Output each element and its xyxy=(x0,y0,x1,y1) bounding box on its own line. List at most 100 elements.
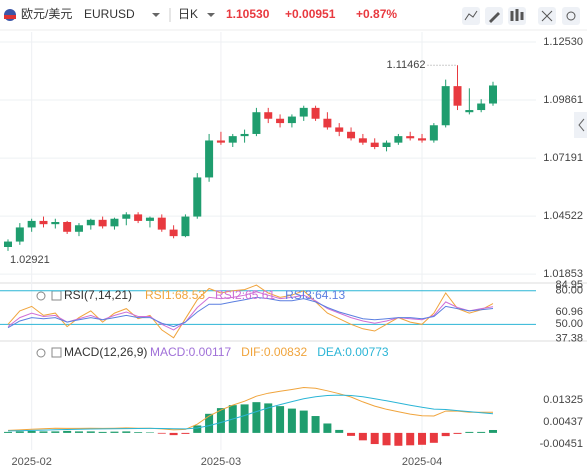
y-tick-label: 1.12530 xyxy=(543,36,583,48)
macd-bar xyxy=(465,431,474,433)
macd-bar xyxy=(63,430,72,433)
macd-bar xyxy=(252,402,261,433)
collapse-button[interactable] xyxy=(574,112,587,138)
y-tick-label: 0.00437 xyxy=(543,416,583,428)
candle-body xyxy=(370,142,379,147)
candle-body xyxy=(63,222,72,232)
y-tick-label: 60.96 xyxy=(555,306,583,318)
settings-button[interactable] xyxy=(562,7,580,25)
y-tick-label: 80.00 xyxy=(555,285,583,297)
candle-body xyxy=(382,142,391,147)
macd-bar xyxy=(98,431,107,433)
macd-bar xyxy=(335,429,344,433)
candle-body xyxy=(406,136,415,139)
indicator-title: RSI(7,14,21) xyxy=(64,288,132,302)
candle-body xyxy=(418,138,427,141)
icon xyxy=(464,10,478,21)
dropdown-arrow[interactable] xyxy=(152,13,160,17)
indicator-line xyxy=(7,291,494,331)
flag-stripe xyxy=(4,15,16,19)
candle-body xyxy=(157,217,166,230)
macd-bar xyxy=(193,425,202,433)
toolbar xyxy=(462,7,580,25)
macd-bar xyxy=(122,431,131,433)
y-tick-label: 1.09861 xyxy=(543,94,583,106)
y-tick-label: 1.01853 xyxy=(543,268,583,280)
macd-bar xyxy=(27,430,36,433)
macd-bar xyxy=(157,432,166,434)
visibility-icon[interactable] xyxy=(36,348,46,358)
candle-body xyxy=(347,131,356,139)
legend-entry: DEA:0.00773 xyxy=(317,345,389,359)
candle-body xyxy=(122,214,131,219)
icon xyxy=(541,10,553,22)
candle-body xyxy=(205,140,214,178)
candle-body xyxy=(193,177,202,217)
macd-bar xyxy=(181,432,190,434)
macd-bar xyxy=(216,408,225,433)
dropdown-arrow[interactable] xyxy=(207,13,215,17)
macd-bar xyxy=(276,406,285,433)
candle-body xyxy=(98,219,107,227)
indicator-line xyxy=(7,394,494,432)
y-tick-label: 84.95 xyxy=(555,279,583,291)
macd-bar xyxy=(358,432,367,441)
candle-body xyxy=(169,229,178,237)
macd-bar xyxy=(323,423,332,433)
visibility-icon[interactable] xyxy=(36,291,46,301)
macd-bar xyxy=(406,432,415,446)
indicator-line xyxy=(7,296,494,329)
icon xyxy=(510,9,524,21)
macd-bar xyxy=(134,432,143,433)
candle-body xyxy=(15,227,24,242)
macd-bar xyxy=(441,432,450,437)
macd-bar xyxy=(169,432,178,436)
candle-body xyxy=(453,86,462,106)
pair-name[interactable]: 欧元/美元 xyxy=(21,7,72,21)
period[interactable]: 日K xyxy=(178,7,198,21)
candle-body xyxy=(86,219,95,226)
macd-bar xyxy=(86,431,95,433)
candle-body xyxy=(252,112,261,134)
candle-body xyxy=(134,214,143,221)
last-price: 1.10530 xyxy=(226,7,270,21)
icon xyxy=(566,11,576,21)
y-tick-label: 37.38 xyxy=(555,332,583,344)
candle-body xyxy=(358,138,367,143)
macd-bar xyxy=(477,431,486,433)
price-change: +0.00951 xyxy=(285,7,336,21)
y-tick-label: 1.04522 xyxy=(543,210,583,222)
candle-body xyxy=(441,86,450,126)
candle-body xyxy=(216,140,225,143)
indicator-line xyxy=(7,386,493,431)
candle-body xyxy=(477,103,486,111)
macd-bar xyxy=(299,410,308,433)
symbol[interactable]: EURUSD xyxy=(84,7,135,21)
candle-body xyxy=(394,136,403,143)
candle-body xyxy=(287,116,296,124)
indicator-line xyxy=(7,284,494,339)
candle-body xyxy=(145,217,154,221)
legend-entry: MACD:0.00117 xyxy=(150,345,231,359)
y-tick-label: 0.01325 xyxy=(543,394,583,406)
candle-body xyxy=(240,133,249,137)
candle-body xyxy=(264,112,273,119)
candle-body xyxy=(39,220,48,225)
candle-body xyxy=(181,216,190,237)
macd-bar xyxy=(264,403,273,433)
macd-bar xyxy=(394,432,403,446)
candle-body xyxy=(323,118,332,128)
macd-bar xyxy=(489,429,497,433)
settings-icon[interactable] xyxy=(51,347,62,358)
y-tick-label: 1.07191 xyxy=(543,152,583,164)
y-tick-label: -0.00451 xyxy=(540,438,583,450)
macd-bar xyxy=(311,416,320,433)
candle-body xyxy=(489,85,497,104)
macd-bar xyxy=(74,431,83,433)
icon xyxy=(578,118,585,132)
candle-body xyxy=(51,222,60,225)
macd-bar xyxy=(205,413,214,433)
macd-bar xyxy=(15,431,24,433)
